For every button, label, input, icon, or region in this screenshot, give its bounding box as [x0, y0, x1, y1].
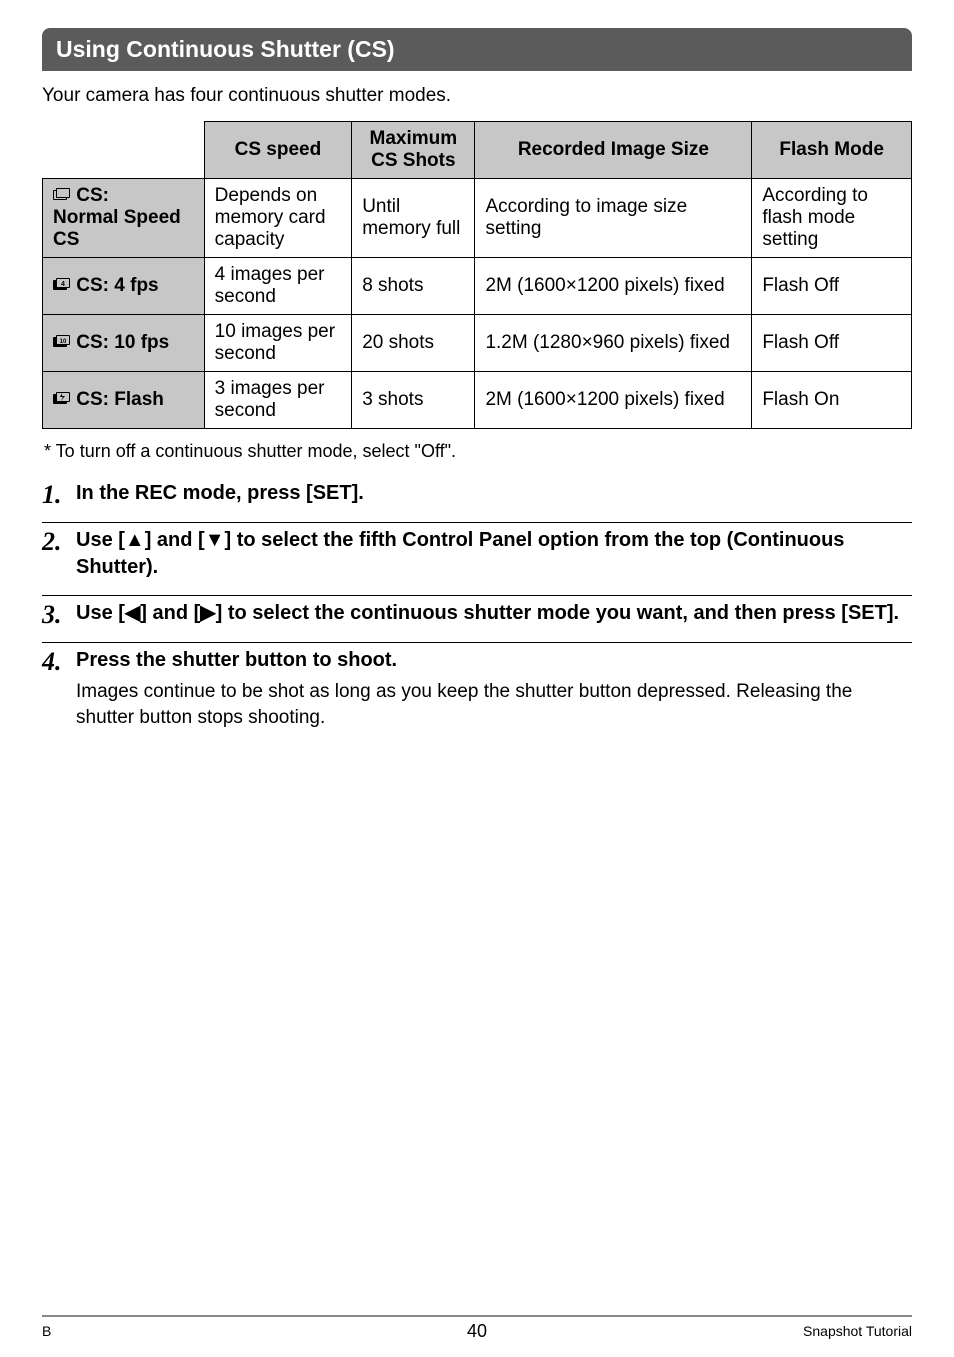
row-label-text: CS: 4 fps	[76, 275, 158, 296]
cs-modes-table: CS speed Maximum CS Shots Recorded Image…	[42, 121, 912, 429]
cell-speed: 3 images per second	[204, 372, 352, 429]
footnote: * To turn off a continuous shutter mode,…	[44, 441, 912, 462]
cell-flash: Flash On	[752, 372, 912, 429]
cell-speed: Depends on memory card capacity	[204, 179, 352, 258]
header-size: Recorded Image Size	[475, 122, 752, 179]
cell-size: 2M (1600×1200 pixels) fixed	[475, 258, 752, 315]
step-num: 3.	[42, 600, 76, 628]
cell-max: 3 shots	[352, 372, 475, 429]
step-num: 4.	[42, 647, 76, 675]
cell-size: According to image size setting	[475, 179, 752, 258]
cell-flash: According to flash mode setting	[752, 179, 912, 258]
row-label: CS: Flash	[43, 372, 205, 429]
header-max: Maximum CS Shots	[352, 122, 475, 179]
step-text: Press the shutter button to shoot.	[76, 647, 912, 674]
header-speed: CS speed	[204, 122, 352, 179]
burstflash-icon	[53, 392, 71, 406]
step-4: 4. Press the shutter button to shoot. Im…	[42, 642, 912, 730]
row-label-text: CS: Flash	[76, 389, 164, 410]
burst4-icon: 4	[53, 278, 71, 292]
cell-speed: 10 images per second	[204, 315, 352, 372]
table-corner	[43, 122, 205, 179]
intro-text: Your camera has four continuous shutter …	[42, 85, 912, 107]
row-label-text: CS: 10 fps	[76, 332, 169, 353]
cell-max: Until memory full	[352, 179, 475, 258]
step-text: Use [▲] and [▼] to select the fifth Cont…	[76, 527, 912, 581]
page-footer: B 40 Snapshot Tutorial	[42, 1315, 912, 1339]
table-row: 4 CS: 4 fps 4 images per second 8 shots …	[43, 258, 912, 315]
cell-max: 8 shots	[352, 258, 475, 315]
row-label: 4 CS: 4 fps	[43, 258, 205, 315]
svg-text:10: 10	[60, 339, 67, 345]
section-title: Using Continuous Shutter (CS)	[42, 28, 912, 71]
step-text: Use [◀] and [▶] to select the continuous…	[76, 600, 912, 627]
row-label: 10 CS: 10 fps	[43, 315, 205, 372]
step-2: 2. Use [▲] and [▼] to select the fifth C…	[42, 522, 912, 581]
burst10-icon: 10	[53, 335, 71, 349]
cell-flash: Flash Off	[752, 315, 912, 372]
burst-icon	[53, 188, 71, 202]
table-row: CS: Flash 3 images per second 3 shots 2M…	[43, 372, 912, 429]
step-1: 1. In the REC mode, press [SET].	[42, 476, 912, 508]
row-label: CS:Normal Speed CS	[43, 179, 205, 258]
cell-flash: Flash Off	[752, 258, 912, 315]
step-text: In the REC mode, press [SET].	[76, 480, 912, 507]
step-num: 1.	[42, 480, 76, 508]
cell-max: 20 shots	[352, 315, 475, 372]
step-body: Images continue to be shot as long as yo…	[76, 679, 912, 730]
step-3: 3. Use [◀] and [▶] to select the continu…	[42, 595, 912, 628]
table-header-row: CS speed Maximum CS Shots Recorded Image…	[43, 122, 912, 179]
svg-text:4: 4	[61, 281, 65, 288]
step-num: 2.	[42, 527, 76, 555]
cell-speed: 4 images per second	[204, 258, 352, 315]
row-label-text: CS:Normal Speed CS	[53, 185, 181, 250]
cell-size: 2M (1600×1200 pixels) fixed	[475, 372, 752, 429]
footer-page-number: 40	[467, 1321, 487, 1342]
table-row: CS:Normal Speed CS Depends on memory car…	[43, 179, 912, 258]
table-row: 10 CS: 10 fps 10 images per second 20 sh…	[43, 315, 912, 372]
footer-left: B	[42, 1323, 51, 1339]
header-flash: Flash Mode	[752, 122, 912, 179]
footer-right: Snapshot Tutorial	[803, 1323, 912, 1339]
cell-size: 1.2M (1280×960 pixels) fixed	[475, 315, 752, 372]
